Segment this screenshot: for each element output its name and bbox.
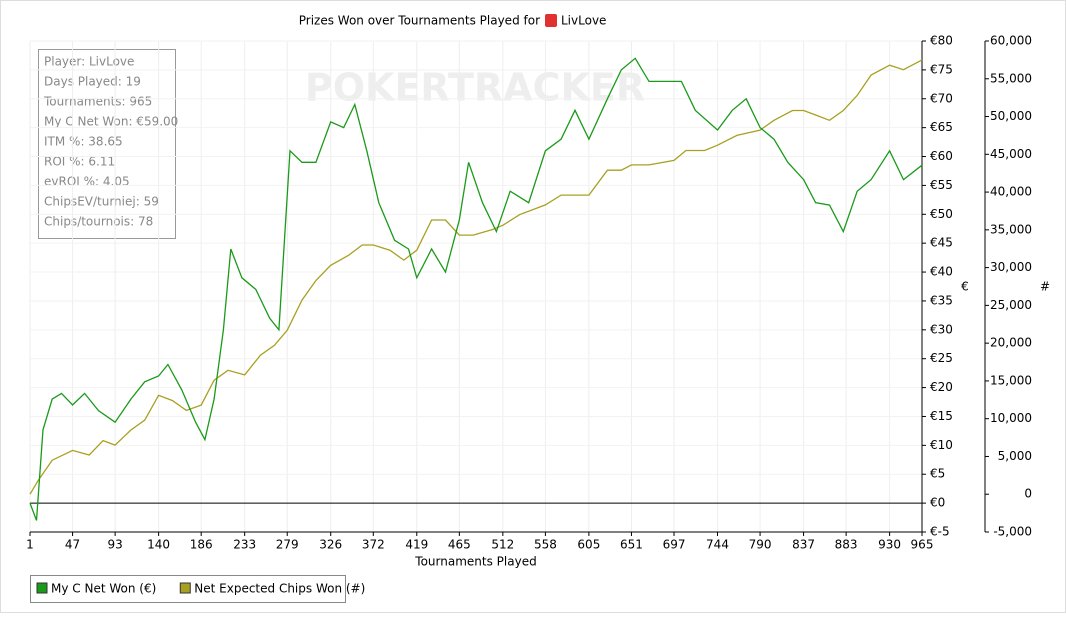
y-tick-label: €40 bbox=[930, 265, 953, 279]
info-line: ROI %: 6.11 bbox=[44, 155, 115, 169]
y2-tick-label: 20,000 bbox=[990, 336, 1032, 350]
y-tick-label: €0 bbox=[930, 496, 945, 510]
x-tick-label: 326 bbox=[319, 538, 342, 552]
x-tick-label: 93 bbox=[107, 538, 122, 552]
info-line: Days Played: 19 bbox=[44, 75, 141, 89]
x-tick-label: 651 bbox=[620, 538, 643, 552]
y2-tick-label: 60,000 bbox=[990, 34, 1032, 48]
y-tick-label: €65 bbox=[930, 120, 953, 134]
y2-tick-label: 30,000 bbox=[990, 260, 1032, 274]
info-group: Player: LivLove Days Played: 19 Tournament… bbox=[43, 55, 178, 229]
x-tick-label: 186 bbox=[190, 538, 213, 552]
x-tick-label: 558 bbox=[534, 538, 557, 552]
y2-tick-label: -5,000 bbox=[993, 525, 1032, 539]
x-tick-label: 744 bbox=[706, 538, 729, 552]
legend-swatch bbox=[179, 582, 191, 594]
x-tick-label: 419 bbox=[405, 538, 428, 552]
y-tick-label: €20 bbox=[930, 380, 953, 394]
y-tick-label: €45 bbox=[930, 236, 953, 250]
x-tick-label: 883 bbox=[835, 538, 858, 552]
legend-label: Net Expected Chips Won (#) bbox=[194, 582, 365, 596]
y-tick-label: €25 bbox=[930, 351, 953, 365]
x-tick-label: 372 bbox=[362, 538, 385, 552]
x-tick-label: 140 bbox=[147, 538, 170, 552]
y-tick-label: €55 bbox=[930, 178, 953, 192]
y-tick-label: €80 bbox=[930, 34, 953, 48]
x-tick-label: 697 bbox=[663, 538, 686, 552]
series-line bbox=[29, 59, 923, 495]
y2-tick-label: 0 bbox=[1024, 487, 1032, 501]
info-line: Chips/tournois: 78 bbox=[44, 215, 153, 229]
y2-tick-label: 25,000 bbox=[990, 298, 1032, 312]
x-axis-label: Tournaments Played bbox=[414, 555, 536, 569]
y-tick-label: €-5 bbox=[930, 525, 950, 539]
y2-tick-label: 40,000 bbox=[990, 185, 1032, 199]
y-tick-label: €75 bbox=[930, 62, 953, 76]
y-tick-label: €35 bbox=[930, 293, 953, 307]
x-tick-label: 965 bbox=[911, 538, 934, 552]
chart-title: Prizes Won over Tournaments Played for bbox=[299, 14, 540, 28]
y-tick-label: €70 bbox=[930, 91, 953, 105]
x-tick-label: 930 bbox=[878, 538, 901, 552]
y2-tick-label: 5,000 bbox=[998, 449, 1032, 463]
x-tick-label: 837 bbox=[792, 538, 815, 552]
watermark: POKERTRACKER bbox=[305, 66, 645, 110]
legend-label: My C Net Won (€) bbox=[51, 582, 156, 596]
x-tick-label: 47 bbox=[65, 538, 80, 552]
y-tick-label: €15 bbox=[930, 409, 953, 423]
y-tick-label: €10 bbox=[930, 438, 953, 452]
info-line: ChipsEV/turniej: 59 bbox=[44, 195, 159, 209]
y2-tick-label: 45,000 bbox=[990, 147, 1032, 161]
x-tick-label: 512 bbox=[491, 538, 514, 552]
series-line bbox=[29, 57, 923, 521]
y2-tick-label: 50,000 bbox=[990, 109, 1032, 123]
y-tick-label: €60 bbox=[930, 149, 953, 163]
y-tick-label: €50 bbox=[930, 207, 953, 221]
info-line: evROI %: 4.05 bbox=[44, 175, 130, 189]
chart-title-player: LivLove bbox=[561, 14, 606, 28]
x-tick-label: 279 bbox=[276, 538, 299, 552]
player-icon bbox=[545, 14, 557, 27]
x-tick-label: 605 bbox=[577, 538, 600, 552]
y-axis-label: € bbox=[961, 280, 969, 294]
y2-tick-label: 15,000 bbox=[990, 373, 1032, 387]
info-box bbox=[38, 49, 176, 239]
x-tick-label: 790 bbox=[749, 538, 772, 552]
legend-swatch bbox=[36, 582, 48, 594]
info-line: ITM %: 38.65 bbox=[44, 135, 123, 149]
info-line: Player: LivLove bbox=[44, 55, 134, 69]
y2-tick-label: 55,000 bbox=[990, 71, 1032, 85]
x-tick-label: 233 bbox=[233, 538, 256, 552]
y2-tick-label: 35,000 bbox=[990, 222, 1032, 236]
info-line: My C Net Won: €59.00 bbox=[44, 115, 178, 129]
x-tick-label: 465 bbox=[448, 538, 471, 552]
y2-axis-label: # bbox=[1040, 280, 1050, 294]
y-tick-label: €30 bbox=[930, 322, 953, 336]
y2-tick-label: 10,000 bbox=[990, 411, 1032, 425]
y-tick-label: €5 bbox=[930, 467, 945, 481]
x-tick-label: 1 bbox=[26, 538, 34, 552]
info-line: Tournaments: 965 bbox=[43, 95, 152, 109]
